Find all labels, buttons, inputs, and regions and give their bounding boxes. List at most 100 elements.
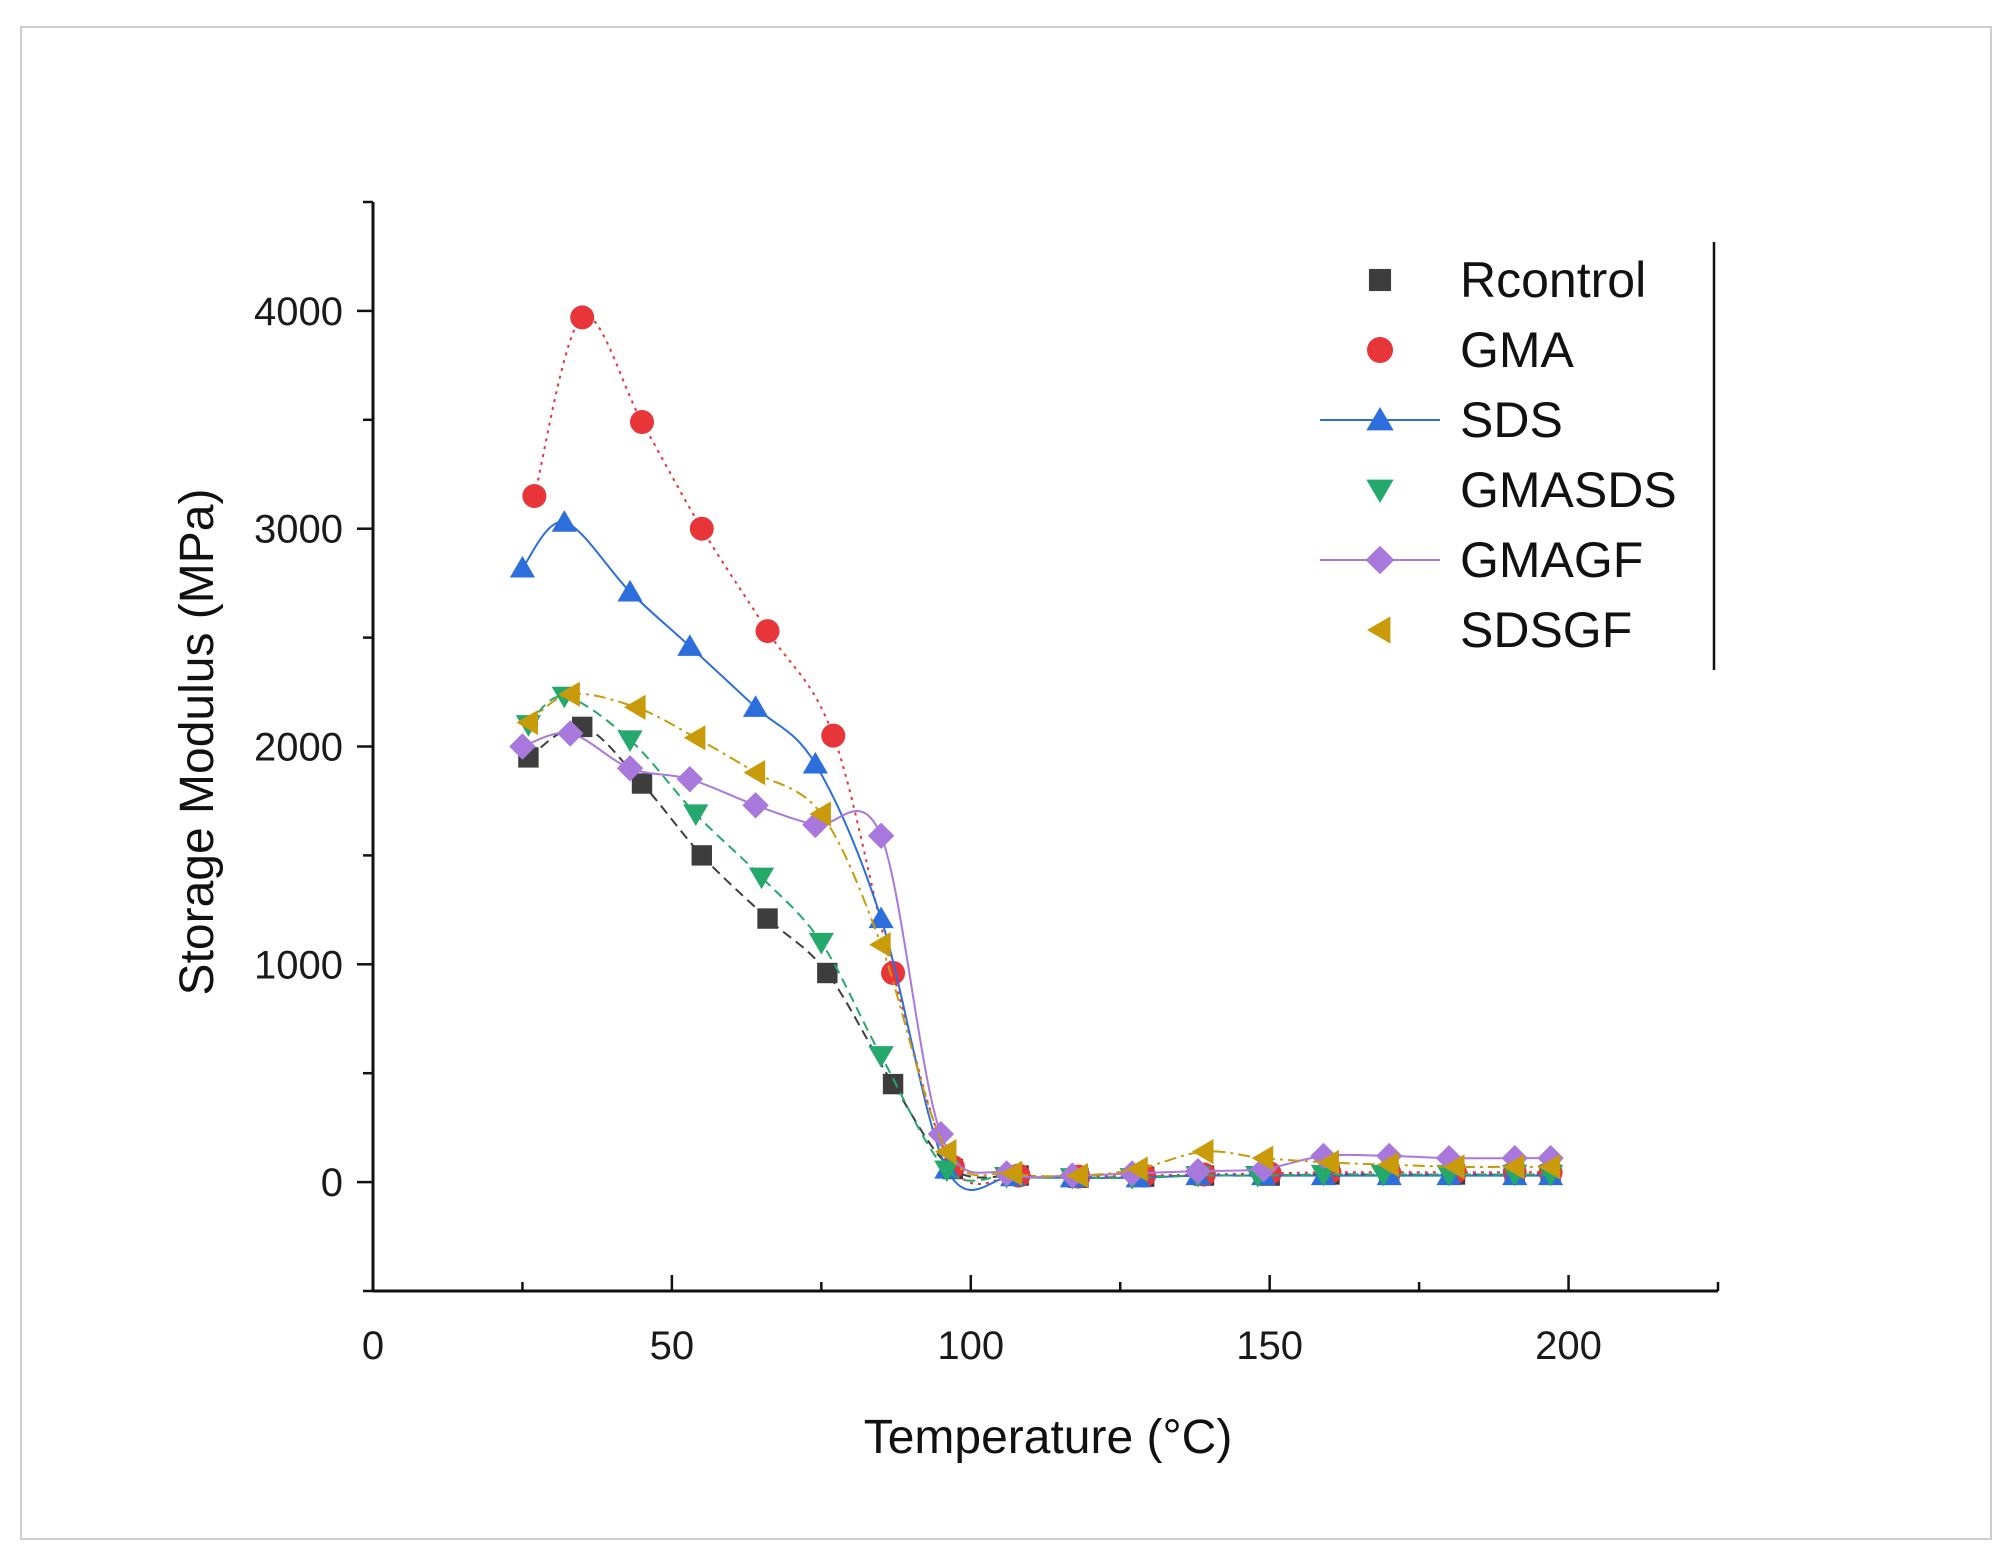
data-point-gmagf: [927, 1120, 955, 1148]
data-point-sds: [509, 555, 536, 578]
legend-label-gmagf: GMAGF: [1460, 532, 1643, 588]
data-point-gmagf: [557, 720, 584, 747]
data-point-sdsgf: [1502, 1154, 1525, 1180]
data-point-sdsgf: [624, 694, 646, 720]
y-tick-label: 1000: [254, 943, 343, 987]
legend-item-sds: SDS: [1320, 392, 1563, 448]
x-axis-title: Temperature (°C): [864, 1411, 1233, 1464]
data-point-rcontrol: [691, 845, 712, 866]
figure-frame: [20, 26, 1992, 1540]
y-axis-title: Storage Modulus (MPa): [171, 489, 224, 996]
series-line-gmasds: [527, 695, 1551, 1182]
x-tick-label: 50: [650, 1324, 695, 1368]
data-point-gma: [570, 305, 595, 330]
data-point-sdsgf: [869, 932, 891, 958]
data-point-gma: [630, 409, 654, 434]
data-point-gmagf: [1501, 1144, 1528, 1172]
data-point-sdsgf: [809, 801, 831, 827]
legend-marker-gmagf: [1365, 545, 1395, 575]
legend-item-sdsgf: SDSGF: [1367, 602, 1632, 658]
data-point-gmagf: [1184, 1158, 1212, 1185]
data-point-sdsgf: [516, 709, 539, 736]
data-point-sdsgf: [1126, 1156, 1148, 1182]
data-point-gmasds: [868, 1046, 894, 1068]
series-line-sdsgf: [527, 692, 1551, 1178]
y-tick-label: 3000: [254, 508, 343, 552]
data-point-gma: [881, 961, 906, 986]
data-point-sdsgf: [1442, 1154, 1465, 1180]
data-point-sdsgf: [1377, 1152, 1399, 1178]
data-point-rcontrol: [757, 908, 778, 929]
data-point-gmasds: [934, 1160, 960, 1183]
y-tick-label: 4000: [254, 290, 343, 334]
legend-item-gmagf: GMAGF: [1320, 532, 1643, 588]
data-point-gmasds: [1310, 1164, 1337, 1187]
data-point-gma: [689, 516, 714, 541]
x-tick-label: 150: [1236, 1324, 1303, 1368]
legend-marker-gma: [1367, 337, 1393, 363]
data-point-gmagf: [1537, 1144, 1564, 1172]
legend-label-rcontrol: Rcontrol: [1460, 252, 1646, 308]
data-point-sds: [617, 579, 643, 602]
legend-marker-sdsgf: [1367, 616, 1391, 644]
data-point-sds: [742, 695, 769, 717]
data-point-gmagf: [742, 792, 769, 819]
data-point-sdsgf: [1251, 1145, 1274, 1171]
series-line-gma: [533, 315, 1551, 1186]
data-point-sdsgf: [1066, 1162, 1088, 1189]
legend-item-gma: GMA: [1367, 322, 1575, 378]
data-point-sds: [868, 906, 894, 929]
series-gma: [522, 305, 1563, 1189]
data-point-gmagf: [1435, 1144, 1463, 1172]
series-sdsgf: [516, 681, 1561, 1189]
legend-label-sdsgf: SDSGF: [1460, 602, 1632, 658]
data-point-gmasds: [683, 804, 709, 827]
data-point-gma: [755, 619, 780, 644]
data-point-gmagf: [802, 811, 829, 839]
x-tick-label: 0: [362, 1324, 384, 1368]
series-rcontrol: [518, 716, 1561, 1188]
data-point-gmagf: [1118, 1160, 1146, 1187]
data-point-gmasds: [617, 730, 643, 752]
data-point-sdsgf: [743, 760, 766, 786]
legend-item-gmasds: GMASDS: [1366, 462, 1677, 518]
data-point-rcontrol: [882, 1073, 904, 1095]
series-line-gmagf: [522, 731, 1551, 1179]
data-point-gma: [522, 484, 547, 509]
series-line-rcontrol: [527, 725, 1551, 1179]
data-point-gma: [821, 723, 846, 748]
series-sds: [509, 510, 1564, 1191]
y-tick-label: 2000: [254, 726, 343, 770]
series-layer: [509, 305, 1564, 1191]
data-point-sdsgf: [1191, 1139, 1214, 1165]
series-gmasds: [515, 686, 1564, 1190]
legend-marker-rcontrol: [1368, 268, 1392, 292]
x-tick-label: 100: [937, 1324, 1004, 1368]
data-point-sds: [802, 751, 828, 774]
legend-label-gma: GMA: [1460, 322, 1575, 378]
legend-label-sds: SDS: [1460, 392, 1563, 448]
data-point-gmagf: [676, 765, 704, 793]
data-point-sdsgf: [558, 681, 580, 707]
data-point-rcontrol: [817, 962, 838, 984]
series-gmagf: [509, 720, 1564, 1189]
series-line-sds: [521, 521, 1551, 1191]
data-point-sdsgf: [934, 1139, 957, 1165]
data-point-sds: [677, 634, 703, 656]
legend-marker-sds: [1366, 407, 1394, 431]
legend-label-gmasds: GMASDS: [1460, 462, 1677, 518]
data-point-sdsgf: [683, 725, 706, 751]
y-tick-label: 0: [321, 1161, 343, 1205]
data-point-gmasds: [808, 932, 834, 955]
data-point-sdsgf: [1538, 1154, 1561, 1180]
legend-item-rcontrol: Rcontrol: [1368, 252, 1646, 308]
data-point-gmagf: [616, 755, 644, 782]
legend-marker-gmasds: [1366, 479, 1394, 503]
data-point-gmagf: [1250, 1155, 1277, 1183]
x-tick-label: 200: [1535, 1324, 1602, 1368]
data-point-sdsgf: [1000, 1160, 1023, 1186]
data-point-gmagf: [867, 822, 895, 849]
